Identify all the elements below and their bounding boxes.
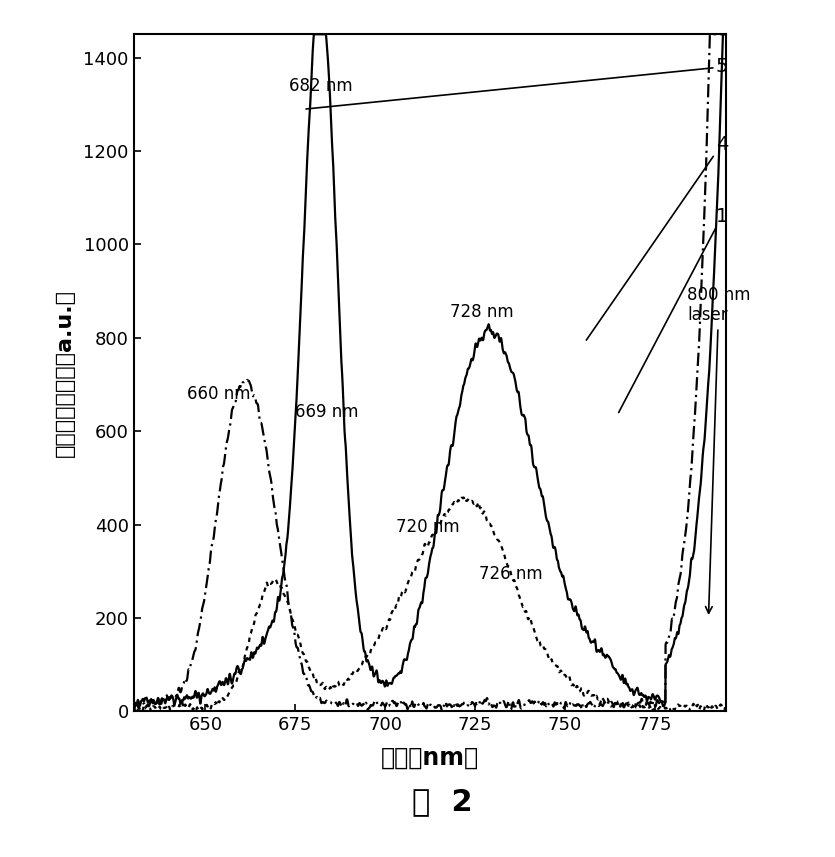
Text: 726 nm: 726 nm (478, 565, 542, 583)
Text: 800 nm
laser: 800 nm laser (687, 285, 751, 614)
Text: 720 nm: 720 nm (396, 518, 459, 536)
Text: 660 nm: 660 nm (188, 385, 251, 403)
X-axis label: 波长（nm）: 波长（nm） (381, 746, 479, 770)
Text: 669 nm: 669 nm (296, 404, 359, 422)
Text: 1: 1 (619, 207, 728, 412)
Y-axis label: 双光子荧光强度（a.u.）: 双光子荧光强度（a.u.） (55, 289, 75, 457)
Text: 728 nm: 728 nm (450, 303, 514, 321)
Text: 图  2: 图 2 (412, 787, 473, 816)
Text: 5: 5 (306, 57, 728, 109)
Text: 4: 4 (586, 135, 728, 340)
Text: 682 nm: 682 nm (289, 77, 352, 95)
